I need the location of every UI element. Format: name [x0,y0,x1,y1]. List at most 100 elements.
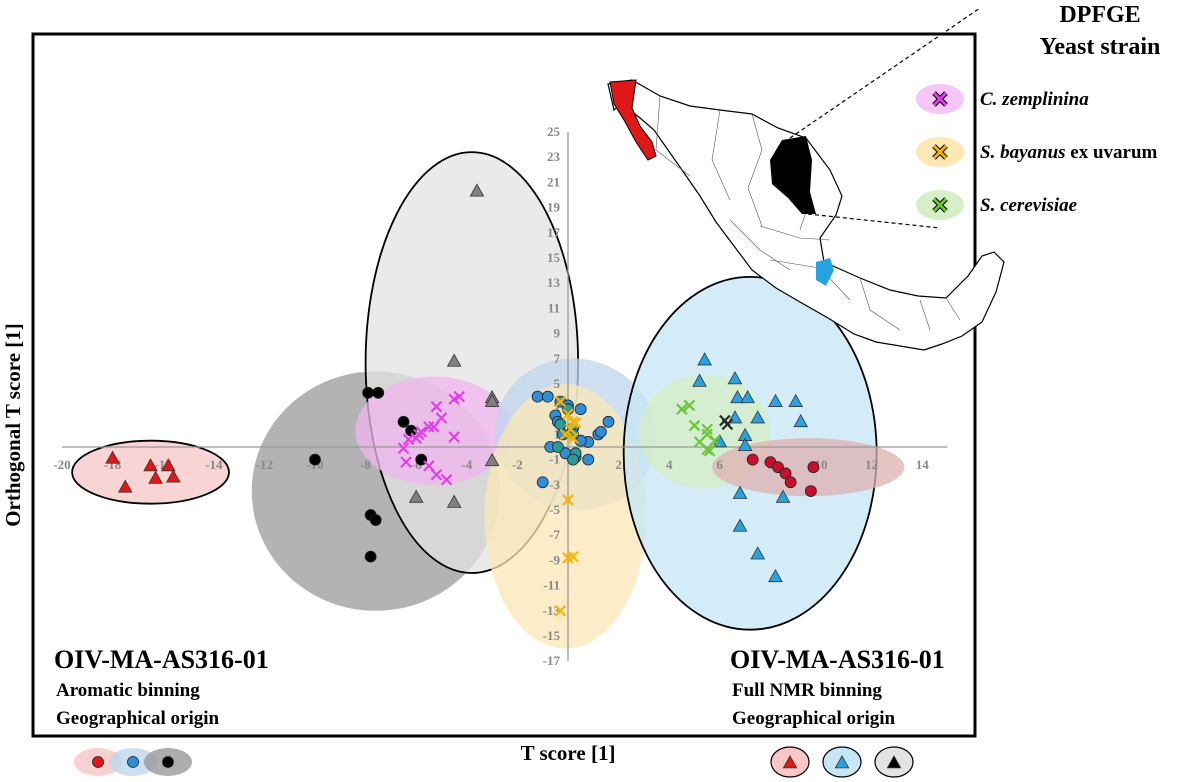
x-tick-label: -14 [205,457,223,472]
cross-point [562,494,574,506]
triangle-point [446,353,462,367]
y-tick-label: 3 [554,401,561,416]
triangle-point [740,390,755,404]
leader-line-top [789,7,981,139]
x-tick-label: -6 [411,457,422,472]
y-tick-label: 15 [547,250,561,265]
x-axis-title: T score [1] [521,741,616,765]
y-tick-label: -9 [549,552,560,567]
x-tick-label: -4 [461,457,472,472]
cross-point [554,395,567,408]
ellipse-yellow-x [484,384,647,649]
circle-point [746,453,759,466]
circle-point [536,476,549,489]
legend-title-line2: Yeast strain [1040,34,1161,60]
triangle-point [793,413,809,428]
cross-point [448,393,460,405]
triangle-point [148,470,163,484]
triangle-point [775,489,791,503]
series-blue-triangles-right [692,352,809,583]
triangle-point [750,410,766,424]
bottom-left-legend [74,748,192,776]
y-tick-label: 21 [547,174,560,189]
cross-point [708,434,721,447]
series-red-triangles-left [105,450,181,493]
circle-point [127,756,139,768]
circle-point [364,550,377,563]
triangle-point [446,494,462,508]
y-tick-label: 25 [547,124,561,139]
circle-point [804,485,817,498]
circle-point [567,428,579,441]
circle-point [541,390,554,403]
left-panel-title: OIV-MA-AS316-01 [54,645,269,674]
circle-point [162,756,174,768]
yeast-legend-cross-icon [932,144,948,160]
circle-point [772,461,784,474]
circle-point [551,441,564,453]
bottom-right-legend [770,746,914,778]
cross-point [683,399,696,412]
yeast-legend-cross-icon [932,197,948,213]
right-panel-line1: Full NMR binning [732,680,882,701]
triangle-point [408,489,424,503]
circle-point [309,453,321,466]
x-tick-label: -8 [360,457,371,472]
triangle-point [117,479,133,493]
x-tick-label: 12 [865,457,878,472]
yeast-legend-item: C. zemplinina [916,84,1089,114]
circle-point [362,386,375,399]
circle-point [784,476,797,489]
triangle-point [834,755,850,769]
cross-point [448,431,460,443]
leader-line-bottom [807,213,941,229]
x-tick-label: -20 [53,457,70,472]
triangle-point [737,437,753,452]
circle-point [372,386,385,399]
y-tick-label: 1 [554,426,561,441]
cross-point [440,473,453,486]
cross-point [430,400,443,413]
series-yellow-crosses [554,395,582,617]
cross-point [703,445,716,457]
y-tick-label: 19 [547,200,561,215]
y-tick-label: 9 [554,326,561,341]
y-tick-label: -11 [543,578,560,593]
mexico-map [607,7,1005,351]
y-tick-label: -7 [549,527,560,542]
yeast-legend: C. zemplinina S. bayanus ex uvarum S. cere… [916,84,1158,220]
circle-point [554,418,567,431]
cross-point [567,432,579,444]
yeast-legend-label: C. zemplinina [980,89,1089,110]
series-green-crosses [676,399,721,457]
cross-point [402,433,415,446]
cross-point [688,419,701,432]
triangle-point [484,393,500,407]
y-tick-label: 5 [554,376,561,391]
triangle-point [782,755,798,769]
circle-point [594,425,607,438]
triangle-point [788,393,804,407]
triangle-point [484,453,500,467]
cross-point [559,428,572,441]
circle-point [369,514,382,526]
circle-point [582,453,595,466]
triangle-point [732,485,748,499]
yeast-legend-item: S. cerevisiae [916,190,1078,220]
cross-point [423,421,435,433]
y-tick-label: 11 [548,300,560,315]
yeast-legend-item: S. bayanus ex uvarum [916,137,1158,167]
cross-point [554,605,567,617]
right-panel-line2: Geographical origin [732,708,896,729]
baja-california-region [609,79,657,161]
circle-point [567,453,579,466]
y-tick-label: 17 [547,225,561,240]
cross-point [562,552,574,564]
mexico-outline [607,79,1005,351]
series-red-circles-right [746,453,820,498]
series-dark-crosses [719,414,734,431]
circle-point [92,756,104,768]
yeast-legend-label: S. bayanus ex uvarum [980,142,1158,163]
x-tick-label: 6 [717,457,724,472]
